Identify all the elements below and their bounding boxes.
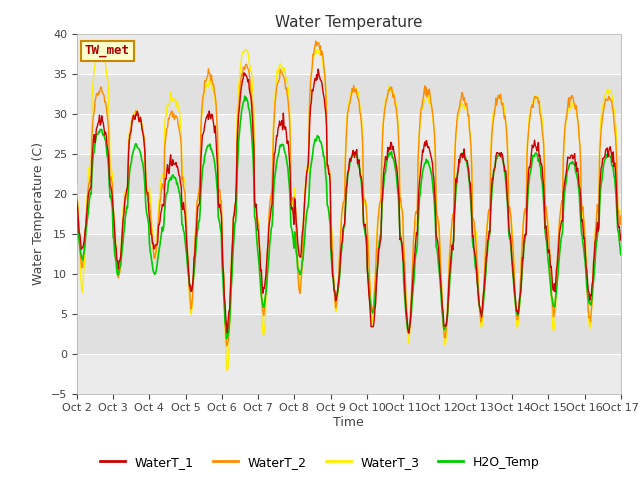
Bar xyxy=(77,34,621,73)
Bar xyxy=(77,193,621,234)
Text: TW_met: TW_met xyxy=(85,44,130,58)
Bar xyxy=(77,114,621,154)
Bar xyxy=(77,354,621,394)
Y-axis label: Water Temperature (C): Water Temperature (C) xyxy=(32,142,45,285)
Bar xyxy=(77,274,621,313)
X-axis label: Time: Time xyxy=(333,416,364,429)
Legend: WaterT_1, WaterT_2, WaterT_3, H2O_Temp: WaterT_1, WaterT_2, WaterT_3, H2O_Temp xyxy=(95,451,545,474)
Title: Water Temperature: Water Temperature xyxy=(275,15,422,30)
